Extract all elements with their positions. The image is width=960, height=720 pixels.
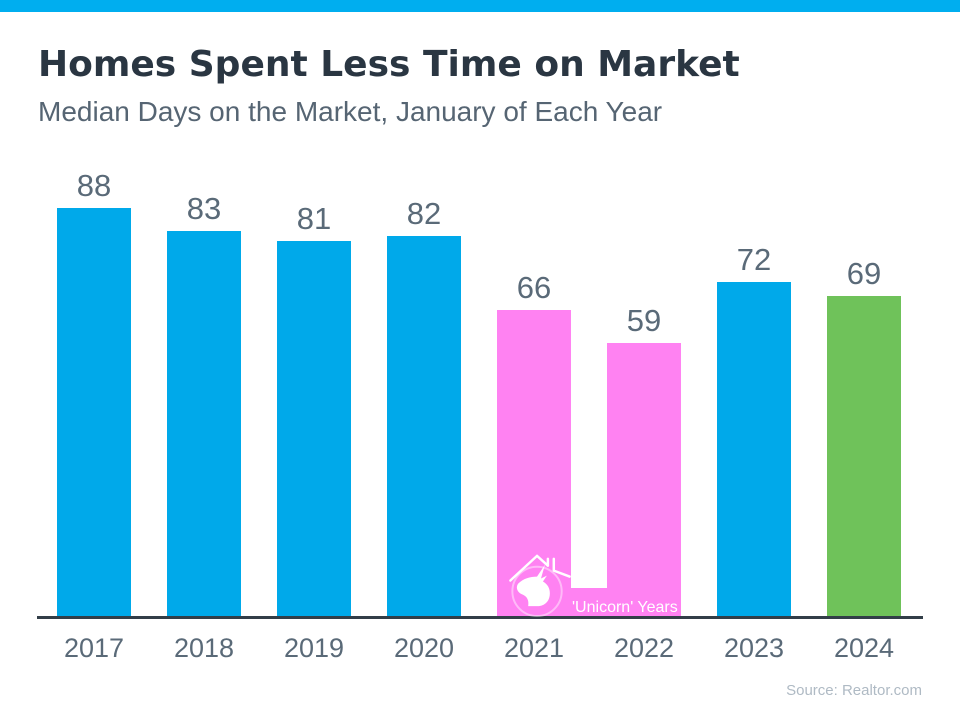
bar-2023: [717, 282, 791, 617]
bar-value-label: 81: [296, 201, 332, 236]
unicorn-bars-bridge: [571, 588, 607, 617]
bar-value-label: 83: [186, 191, 222, 226]
unicorn-house-icon: [509, 554, 571, 618]
bar-value-label: 59: [626, 303, 662, 338]
unicorn-years-label: 'Unicorn' Years: [572, 599, 678, 616]
x-axis-label: 2020: [393, 633, 455, 663]
top-accent-bar: [0, 0, 960, 12]
x-axis-line: [37, 616, 923, 619]
bar-value-label: 66: [516, 270, 552, 305]
roof-outline: [509, 554, 571, 582]
x-axis-label: 2024: [833, 633, 895, 663]
x-axis-label: 2017: [63, 633, 125, 663]
bar-2019: [277, 241, 351, 617]
bar-2020: [387, 236, 461, 617]
x-axis-label: 2019: [283, 633, 345, 663]
x-axis-label: 2023: [723, 633, 785, 663]
bar-2021: [497, 310, 571, 617]
bar-value-label: 69: [846, 256, 882, 291]
source-credit: Source: Realtor.com: [786, 682, 922, 699]
bar-2024: [827, 296, 901, 617]
chart-title: Homes Spent Less Time on Market: [38, 44, 740, 85]
x-axis-label: 2021: [503, 633, 565, 663]
unicorn-head: [516, 564, 550, 607]
bar-2017: [57, 208, 131, 617]
bar-value-label: 88: [76, 168, 112, 203]
x-axis-label: 2018: [173, 633, 235, 663]
bar-2018: [167, 231, 241, 617]
bar-value-label: 82: [406, 196, 442, 231]
icon-circle: [511, 565, 563, 618]
chart-subtitle: Median Days on the Market, January of Ea…: [38, 96, 663, 127]
bar-value-label: 72: [736, 242, 772, 277]
bar-2022: [607, 343, 681, 617]
x-axis-label: 2022: [613, 633, 675, 663]
